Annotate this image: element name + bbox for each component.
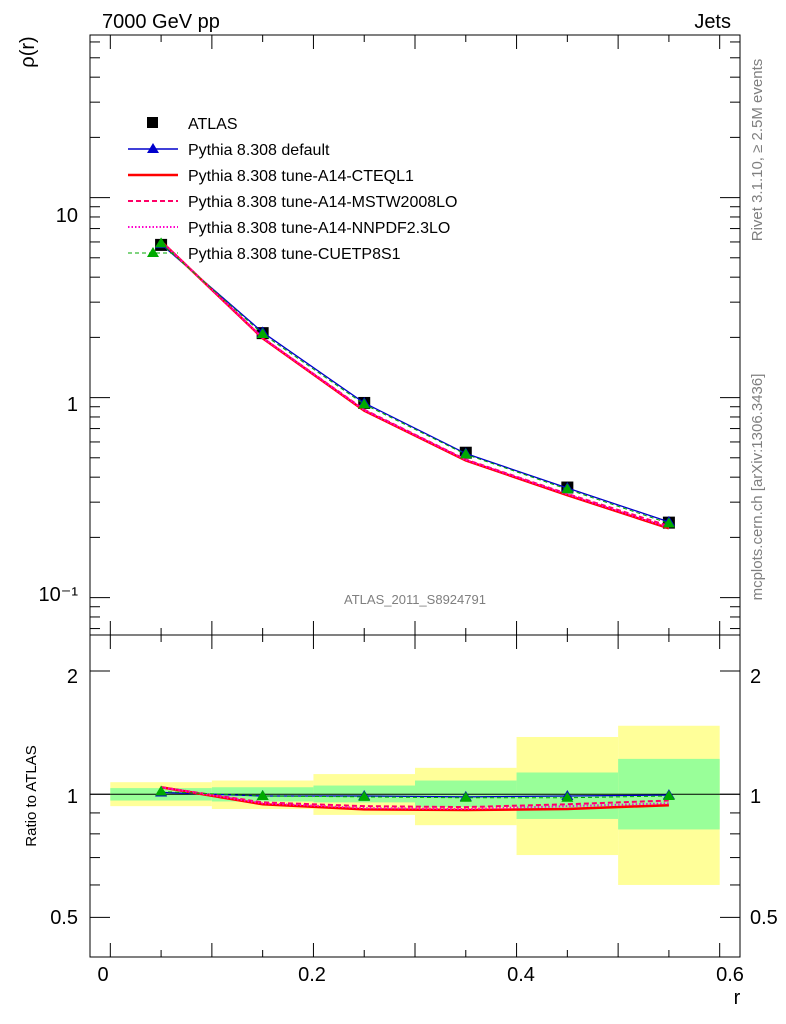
legend-label-nnpdf: Pythia 8.308 tune-A14-NNPDF2.3LO: [188, 220, 450, 237]
ratio-marker-cuetp8s1: [459, 791, 472, 802]
mcplots-reference-label: mcplots.cern.ch [arXiv:1306.3436]: [749, 374, 766, 601]
ratio-marker-cuetp8s1: [662, 789, 675, 800]
main-y-tick-label-0p1: 10⁻¹: [39, 584, 79, 606]
ratio-marker-cuetp8s1: [256, 789, 269, 800]
main-y-axis-label: ρ(r): [17, 36, 39, 67]
ratio-marker-cuetp8s1: [358, 790, 371, 801]
analysis-watermark: ATLAS_2011_S8924791: [344, 592, 486, 607]
x-tick-label-0p4: 0.4: [507, 964, 535, 986]
main-line-default: [160, 243, 670, 523]
legend-marker-default: [147, 143, 159, 153]
main-line-nnpdf: [160, 240, 670, 529]
ratio-line-nnpdf: [160, 786, 669, 811]
ratio-axis-ticks: [90, 635, 740, 958]
legend-entry-atlas: ATLAS: [147, 116, 238, 133]
legend-label-mstw: Pythia 8.308 tune-A14-MSTW2008LO: [188, 194, 457, 211]
legend-label-cteql1: Pythia 8.308 tune-A14-CTEQL1: [188, 168, 414, 185]
main-line-mstw: [160, 240, 670, 527]
main-y-tick-label-10: 10: [56, 205, 78, 227]
ratio-line-mstw: [160, 786, 669, 809]
main-marker-cuetp8s1: [358, 398, 371, 409]
ratio-y-axis-label: Ratio to ATLAS: [23, 745, 40, 846]
legend-label-atlas: ATLAS: [188, 116, 238, 133]
main-marker-cuetp8s1: [662, 517, 675, 528]
x-axis-label: r: [734, 987, 741, 1009]
main-line-cuetp8s1: [160, 243, 670, 524]
rivet-version-label: Rivet 3.1.10, ≥ 2.5M events: [749, 59, 766, 242]
ratio-line-cuetp8s1: [161, 791, 669, 799]
ratio-y-tick-label-right-1: 1: [750, 786, 761, 808]
legend-entry-cteql1: Pythia 8.308 tune-A14-CTEQL1: [128, 168, 414, 185]
legend-entry-cuetp8s1: Pythia 8.308 tune-CUETP8S1: [128, 246, 401, 263]
ratio-y-tick-label-right-2: 2: [750, 666, 761, 688]
legend-label-cuetp8s1: Pythia 8.308 tune-CUETP8S1: [188, 246, 401, 263]
legend-marker-atlas: [147, 117, 158, 128]
ratio-marker-cuetp8s1: [155, 785, 168, 796]
ratio-series-layer: [155, 785, 675, 812]
legend-entry-default: Pythia 8.308 default: [128, 142, 330, 159]
header-process: Jets: [694, 11, 731, 33]
main-marker-cuetp8s1: [256, 327, 269, 338]
header-energy: 7000 GeV pp: [102, 11, 220, 33]
main-axis-ticks: [90, 35, 740, 635]
main-y-tick-label-1: 1: [67, 394, 78, 416]
x-tick-label-0p6: 0.6: [716, 964, 744, 986]
legend-entry-mstw: Pythia 8.308 tune-A14-MSTW2008LO: [128, 194, 457, 211]
ratio-line-cteql1: [160, 786, 669, 812]
legend-entry-nnpdf: Pythia 8.308 tune-A14-NNPDF2.3LO: [128, 220, 450, 237]
ratio-y-tick-label-0p5: 0.5: [50, 907, 78, 929]
legend: ATLAS Pythia 8.308 default Pythia 8.308 …: [128, 116, 457, 263]
main-marker-cuetp8s1: [155, 237, 168, 248]
ratio-y-tick-label-right-0p5: 0.5: [750, 907, 778, 929]
main-marker-cuetp8s1: [459, 448, 472, 459]
main-marker-cuetp8s1: [561, 483, 574, 494]
x-tick-label-0p2: 0.2: [298, 964, 326, 986]
ratio-y-tick-label-2: 2: [67, 666, 78, 688]
main-line-cteql1: [160, 240, 670, 530]
ratio-y-tick-label-1: 1: [67, 786, 78, 808]
ratio-marker-cuetp8s1: [561, 791, 574, 802]
main-series-layer: [155, 237, 675, 530]
x-tick-label-0: 0: [97, 964, 108, 986]
legend-label-default: Pythia 8.308 default: [188, 142, 330, 159]
legend-marker-cuetp8s1: [147, 247, 159, 257]
